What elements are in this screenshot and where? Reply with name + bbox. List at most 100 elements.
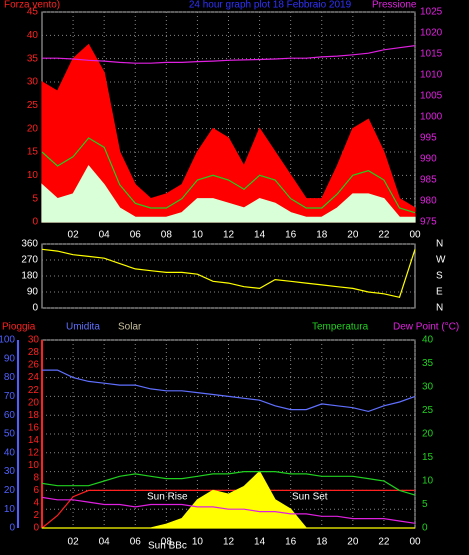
y2-tick-label: E: [436, 287, 443, 298]
y2-tick-label: 1000: [420, 112, 443, 123]
y2-tick-label: 990: [420, 154, 437, 165]
legend-label: Temperatura: [312, 322, 369, 333]
y3-tick-label: 10: [28, 460, 40, 471]
y3-tick-label: 2: [33, 510, 39, 521]
y2-tick-label: 10: [422, 476, 434, 487]
y-tick-label: 20: [27, 123, 39, 134]
x-tick-label: 22: [378, 230, 390, 241]
series-line: [41, 489, 415, 529]
x-tick-label: 04: [99, 230, 111, 241]
y-tick-label: 100: [0, 335, 15, 346]
y-tick-label: 10: [4, 504, 16, 515]
y-tick-label: 20: [4, 485, 16, 496]
y2-tick-label: W: [436, 255, 446, 266]
y2-tick-label: 25: [422, 405, 434, 416]
y2-tick-label: 1010: [420, 70, 443, 81]
y-axis-label: Forza vento): [4, 0, 60, 11]
y-tick-label: 10: [27, 170, 39, 181]
y3-tick-label: 8: [33, 473, 39, 484]
y-tick-label: 80: [4, 372, 16, 383]
y2-tick-label: 985: [420, 175, 437, 186]
y2-tick-label: N: [436, 239, 443, 250]
y2-tick-label: 35: [422, 358, 434, 369]
y-tick-label: 30: [4, 466, 16, 477]
y3-tick-label: 30: [28, 335, 40, 346]
x-tick-label: 16: [285, 537, 297, 548]
x-tick-label: 06: [130, 230, 142, 241]
y2-tick-label: 1025: [420, 7, 443, 18]
y3-tick-label: 4: [33, 498, 39, 509]
y3-tick-label: 20: [28, 397, 40, 408]
x-tick-label: 04: [99, 537, 111, 548]
y2-axis-label: Pressione: [372, 0, 417, 11]
series-line: [41, 137, 416, 214]
y2-tick-label: 1005: [420, 91, 443, 102]
y-tick-label: 70: [4, 391, 16, 402]
y2-tick-label: 980: [420, 196, 437, 207]
legend-label: Solar: [118, 322, 142, 333]
y2-tick-label: 5: [422, 499, 428, 510]
legend-label: Umidita: [66, 322, 100, 333]
y-tick-label: 30: [27, 77, 39, 88]
x-tick-label: 20: [347, 537, 359, 548]
x-tick-label: 12: [223, 230, 235, 241]
y-tick-label: 50: [4, 429, 16, 440]
y3-tick-label: 24: [28, 372, 40, 383]
y3-tick-label: 14: [28, 435, 40, 446]
x-tick-label: 14: [254, 537, 266, 548]
x-tick-label: 08: [161, 537, 173, 548]
y3-tick-label: 6: [33, 485, 39, 496]
y2-tick-label: 20: [422, 429, 434, 440]
y3-tick-label: 28: [28, 347, 40, 358]
y-tick-label: 25: [27, 100, 39, 111]
series-line: [41, 248, 416, 299]
x-tick-label: 00: [409, 537, 421, 548]
y-tick-label: 270: [21, 255, 38, 266]
y2-tick-label: 975: [420, 217, 437, 228]
annotation: Sun BBc: [148, 541, 187, 552]
y-tick-label: 0: [32, 217, 38, 228]
x-tick-label: 08: [161, 230, 173, 241]
series-line: [41, 496, 416, 524]
series-area: [42, 470, 415, 529]
y-tick-label: 35: [27, 53, 39, 64]
y-tick-label: 0: [9, 523, 15, 534]
series-line: [42, 45, 416, 64]
x-tick-label: 22: [378, 537, 390, 548]
y2-tick-label: 30: [422, 382, 434, 393]
x-tick-label: 02: [68, 230, 80, 241]
x-tick-label: 10: [192, 230, 204, 241]
y2-tick-label: 0: [422, 523, 428, 534]
y2-tick-label: 40: [422, 335, 434, 346]
chart-title: 24 hour graph plot 18 Febbraio 2019: [189, 0, 352, 11]
y-tick-label: 90: [27, 287, 39, 298]
y3-tick-label: 22: [28, 385, 40, 396]
x-tick-label: 06: [130, 537, 142, 548]
y3-tick-label: 12: [28, 447, 40, 458]
y3-tick-label: 26: [28, 360, 40, 371]
y-tick-label: 40: [4, 447, 16, 458]
y-tick-label: 180: [21, 271, 38, 282]
y-tick-label: 60: [4, 410, 16, 421]
y2-tick-label: S: [436, 271, 443, 282]
x-tick-label: 18: [316, 230, 328, 241]
x-tick-label: 20: [347, 230, 359, 241]
y2-tick-label: 1020: [420, 28, 443, 39]
y-tick-label: 40: [27, 30, 39, 41]
legend-label: Pioggia: [2, 322, 36, 333]
x-tick-label: 12: [223, 537, 235, 548]
x-tick-label: 18: [316, 537, 328, 548]
x-tick-label: 10: [192, 537, 204, 548]
series-line: [42, 369, 416, 413]
y3-tick-label: 0: [33, 523, 39, 534]
annotation: Sun Set: [292, 492, 328, 503]
annotation: Sun Rise: [147, 492, 188, 503]
y-tick-label: 0: [32, 303, 38, 314]
y-tick-label: 360: [21, 239, 38, 250]
x-tick-label: 14: [254, 230, 266, 241]
y-tick-label: 45: [27, 7, 39, 18]
y-tick-label: 15: [27, 147, 39, 158]
y2-tick-label: N: [436, 303, 443, 314]
series-line: [41, 471, 416, 496]
